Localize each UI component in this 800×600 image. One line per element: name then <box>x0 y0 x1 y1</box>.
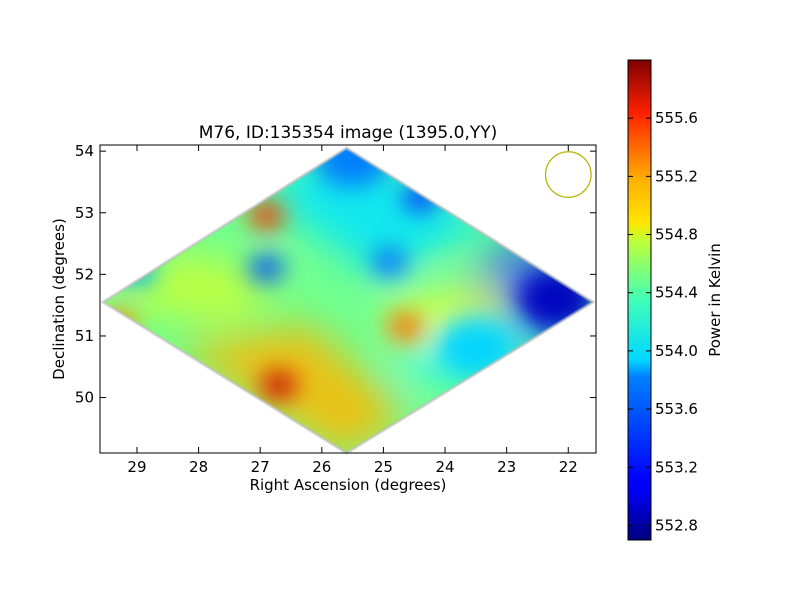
colorbar-tick-label: 554.4 <box>655 284 698 302</box>
colorbar-tick-label: 555.2 <box>655 167 698 185</box>
colorbar-tick-label: 555.6 <box>655 109 698 127</box>
chart-title: M76, ID:135354 image (1395.0,YY) <box>199 123 498 143</box>
x-tick-label: 24 <box>435 458 454 476</box>
heatmap-region-3 <box>103 249 285 324</box>
plot-frame <box>99 144 597 454</box>
plot-area: 29 28 27 26 25 24 23 22 50 51 52 53 54 <box>75 142 597 476</box>
colorbar: 552.8 553.2 553.6 554.0 554.4 554.8 555.2 555.6… <box>627 59 724 541</box>
x-tick-label: 23 <box>497 458 516 476</box>
colorbar-label: Power in Kelvin <box>706 243 724 357</box>
y-axis-label: Declination (degrees) <box>50 218 68 380</box>
heatmap-feature-core-3 <box>396 319 414 334</box>
x-tick-label: 28 <box>189 458 208 476</box>
heatmap-feature-6 <box>314 148 391 188</box>
heatmap-feature-core-0 <box>270 378 287 393</box>
x-tick-label: 25 <box>374 458 393 476</box>
y-tick-label: 52 <box>75 265 94 283</box>
heatmap-feature-core-9 <box>381 255 398 270</box>
x-tick-label: 29 <box>127 458 146 476</box>
x-tick-label: 22 <box>559 458 578 476</box>
x-tick-label: 26 <box>312 458 331 476</box>
colorbar-tick-label: 554.8 <box>655 226 698 244</box>
beam-marker <box>544 151 592 198</box>
heatmap-feature-core-7 <box>258 261 275 276</box>
y-tick-label: 53 <box>75 204 94 222</box>
y-tick-label: 54 <box>75 142 94 160</box>
colorbar-ticks: 552.8 553.2 553.6 554.0 554.4 554.8 555.2 555.6 <box>628 109 698 534</box>
heatmap-feature-core-2 <box>110 316 127 331</box>
heatmap-region-4 <box>383 280 513 361</box>
colorbar-tick-label: 553.6 <box>655 400 698 418</box>
y-axis: 50 51 52 53 54 <box>75 142 596 407</box>
heatmap-feature-core-1 <box>258 208 275 223</box>
y-tick-label: 51 <box>75 327 94 345</box>
x-axis-label: Right Ascension (degrees) <box>250 476 447 494</box>
heatmap-image <box>103 148 593 453</box>
x-tick-label: 27 <box>251 458 270 476</box>
heatmap-feature-2 <box>103 309 137 338</box>
heatmap-region-0 <box>260 148 495 281</box>
colorbar-tick-label: 552.8 <box>655 516 698 534</box>
heatmap-feature-10 <box>437 318 514 379</box>
y-tick-label: 50 <box>75 389 94 407</box>
colorbar-gradient <box>627 59 652 541</box>
colorbar-tick-label: 554.0 <box>655 342 698 360</box>
colorbar-tick-label: 553.2 <box>655 458 698 476</box>
x-axis: 29 28 27 26 25 24 23 22 <box>127 145 578 476</box>
